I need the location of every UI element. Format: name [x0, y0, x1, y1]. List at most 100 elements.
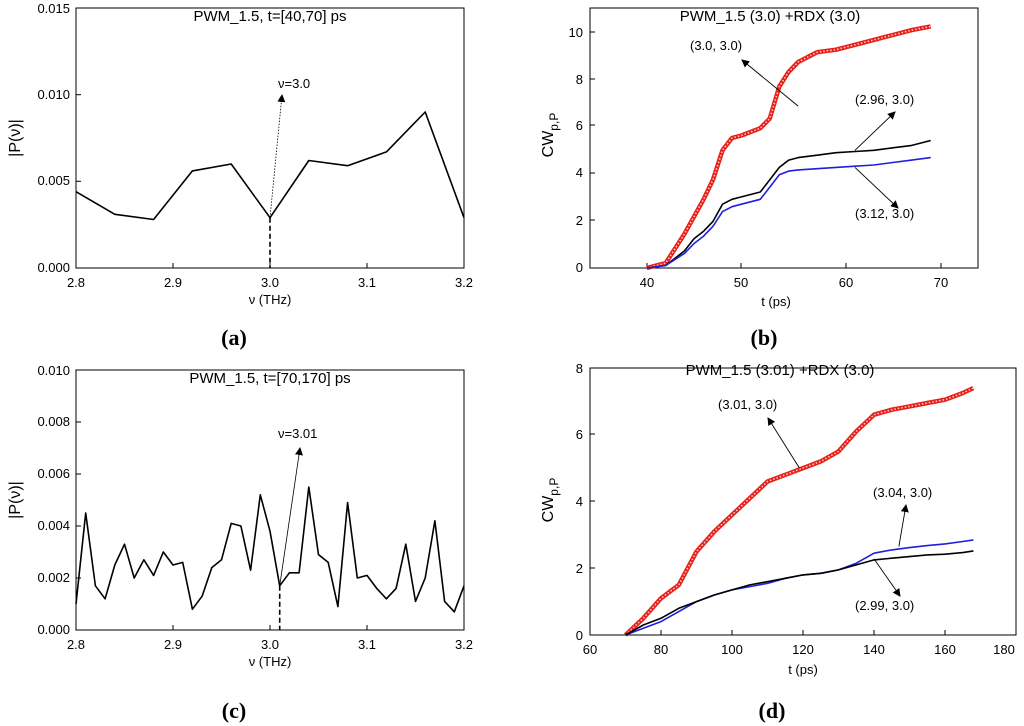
panel-b-frame	[589, 7, 979, 269]
panel-b: PWM_1.5 (3.0) +RDX (3.0) 40 50 60 70 0 2…	[540, 7, 979, 350]
panel-d-ylabel-sub: p,P	[547, 478, 561, 496]
panel-b-ylabel-main: CW	[540, 130, 557, 158]
panel-b-ytick-label: 6	[576, 118, 583, 133]
annotation-arrow-b-2	[854, 167, 899, 209]
panel-c-xticks: 2.8 2.9 3.0 3.1 3.2	[67, 625, 473, 652]
series-line-b-2	[646, 156, 931, 269]
panel-d-frame	[589, 367, 1017, 636]
panel-b-ylabel-sub: p,P	[547, 113, 561, 131]
panel-c-xtick-label: 3.1	[358, 637, 376, 652]
panel-b-ytick-label: 0	[576, 260, 583, 275]
panel-b-ylabel: CWp,P	[540, 113, 561, 158]
panel-d-xtick-label: 60	[583, 642, 597, 657]
panel-a-xtick-label: 2.9	[164, 275, 182, 290]
panel-b-ytick-label: 8	[576, 72, 583, 87]
panel-c-label: (c)	[222, 698, 246, 723]
panel-a-xtick-label: 3.2	[455, 275, 473, 290]
panel-c-yticks: 0.000 0.002 0.004 0.006 0.008 0.010	[37, 363, 81, 637]
panel-b-ytick-label: 4	[576, 165, 583, 180]
panel-d-xticks: 60 80 100 120 140 160 180	[583, 630, 1017, 657]
panel-d-yticks: 0 2 4 6 8	[576, 361, 595, 643]
panel-a-ytick-label: 0.005	[37, 173, 70, 188]
panel-a-ylabel: |P(ν)|	[7, 119, 24, 157]
panel-c-ylabel: |P(ν)|	[7, 481, 24, 519]
panel-d-xtick-label: 120	[792, 642, 814, 657]
panel-d-xtick-label: 140	[863, 642, 885, 657]
panel-d-title: PWM_1.5 (3.01) +RDX (3.0)	[686, 362, 875, 379]
panel-b-ytick-label: 2	[576, 213, 583, 228]
panel-d-xtick-label: 80	[654, 642, 668, 657]
annotation-label-d-0: (3.01, 3.0)	[718, 397, 777, 412]
panel-c-frame	[75, 369, 465, 631]
panel-c-xlabel: ν (THz)	[249, 654, 292, 669]
series-line-d-0	[623, 385, 975, 637]
annotation-arrow-b-1	[854, 111, 896, 151]
peak-arrow-a	[269, 94, 286, 218]
annotation-arrow-d-2	[873, 558, 901, 597]
panel-a-plot: ν=3.0	[75, 76, 465, 268]
series-marker-trace-d-0	[624, 387, 974, 636]
panel-c-ytick-label: 0.000	[37, 622, 70, 637]
panel-a-ytick-label: 0.000	[37, 260, 70, 275]
panel-d-ytick-label: 0	[576, 628, 583, 643]
panel-a-xtick-label: 3.0	[261, 275, 279, 290]
panel-d-xtick-label: 100	[721, 642, 743, 657]
panel-a-label: (a)	[221, 325, 247, 350]
panel-b-plot: (3.0, 3.0) (2.96, 3.0) (3.12, 3.0)	[646, 24, 932, 271]
annotation-label-d-1: (3.04, 3.0)	[873, 485, 932, 500]
series-line-b-1	[646, 139, 931, 269]
panel-c-title: PWM_1.5, t=[70,170] ps	[189, 370, 350, 387]
panel-b-xtick-label: 40	[640, 275, 654, 290]
panel-a-yticks: 0.000 0.005 0.010 0.015	[37, 1, 81, 275]
panel-d-xtick-label: 180	[993, 642, 1015, 657]
annotation-label-d-2: (2.99, 3.0)	[855, 598, 914, 613]
panel-d-ylabel: CWp,P	[540, 478, 561, 523]
panel-a: PWM_1.5, t=[40,70] ps 2.8 2.9 3.0 3.1 3.…	[7, 1, 473, 350]
panel-d-ytick-label: 6	[576, 427, 583, 442]
panel-c: PWM_1.5, t=[70,170] ps 2.8 2.9 3.0 3.1 3…	[7, 363, 473, 723]
panel-a-ytick-label: 0.010	[37, 87, 70, 102]
peak-arrow-c	[279, 447, 303, 586]
panel-c-ytick-label: 0.010	[37, 363, 70, 378]
panel-d-plot: (3.01, 3.0) (3.04, 3.0) (2.99, 3.0)	[623, 385, 975, 637]
panel-d-xlabel: t (ps)	[788, 662, 818, 677]
panel-d-xtick-label: 160	[934, 642, 956, 657]
panel-c-xtick-label: 2.8	[67, 637, 85, 652]
annotation-label-b-0: (3.0, 3.0)	[690, 38, 742, 53]
panel-a-xticks: 2.8 2.9 3.0 3.1 3.2	[67, 263, 473, 290]
panel-a-xtick-label: 2.8	[67, 275, 85, 290]
panel-c-ytick-label: 0.002	[37, 570, 70, 585]
series-line-b-0	[646, 24, 932, 271]
annotation-label-b-1: (2.96, 3.0)	[855, 92, 914, 107]
panel-b-label: (b)	[751, 325, 778, 350]
panel-b-title: PWM_1.5 (3.0) +RDX (3.0)	[680, 8, 860, 25]
panel-b-ytick-label: 10	[569, 25, 583, 40]
panel-d-ytick-label: 8	[576, 361, 583, 376]
series-line-d-2	[625, 550, 974, 636]
panel-c-plot: ν=3.01	[75, 426, 465, 630]
panel-b-xtick-label: 60	[839, 275, 853, 290]
annotation-arrow-b-0	[741, 59, 799, 107]
panel-d-ylabel-main: CW	[540, 495, 557, 523]
annotation-label-b-2: (3.12, 3.0)	[855, 206, 914, 221]
series-line-c-0	[75, 486, 465, 613]
panel-c-ytick-label: 0.006	[37, 466, 70, 481]
panel-c-ytick-label: 0.004	[37, 518, 70, 533]
panel-b-xtick-label: 50	[734, 275, 748, 290]
annotation-arrow-d-0	[767, 417, 800, 469]
peak-annotation-a: ν=3.0	[278, 76, 310, 91]
annotation-arrow-d-1	[898, 504, 909, 547]
panel-c-ytick-label: 0.008	[37, 414, 70, 429]
panel-b-xtick-label: 70	[934, 275, 948, 290]
peak-annotation-c: ν=3.01	[278, 426, 317, 441]
panel-d-ytick-label: 4	[576, 494, 583, 509]
panel-d-label: (d)	[759, 698, 786, 723]
panel-a-title: PWM_1.5, t=[40,70] ps	[194, 8, 347, 25]
panel-d: PWM_1.5 (3.01) +RDX (3.0) 60 80 100 120 …	[540, 361, 1017, 723]
panel-a-xlabel: ν (THz)	[249, 292, 292, 307]
panel-b-xticks: 40 50 60 70	[640, 263, 948, 290]
panel-c-xtick-label: 3.2	[455, 637, 473, 652]
panel-a-xtick-label: 3.1	[358, 275, 376, 290]
panel-b-yticks: 0 2 4 6 8 10	[569, 25, 595, 275]
